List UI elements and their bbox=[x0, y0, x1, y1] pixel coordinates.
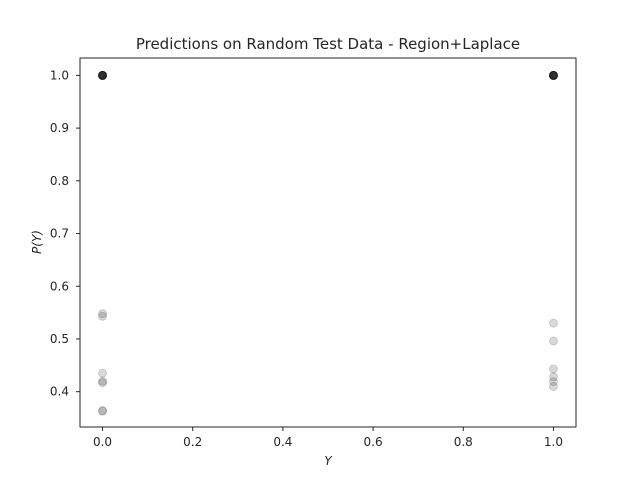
points-layer bbox=[98, 70, 558, 416]
y-tick-label-5: 0.9 bbox=[50, 121, 69, 135]
data-point-13 bbox=[98, 376, 108, 386]
data-point-23 bbox=[548, 70, 558, 80]
axes-layer: 0.0 0.2 0.4 0.6 0.8 1.0 0.4 0.5 0.6 0.7 0.8 0.9 1.0 bbox=[50, 68, 563, 449]
plot-frame bbox=[79, 57, 577, 428]
data-point-22 bbox=[548, 70, 558, 80]
data-point-4 bbox=[98, 70, 108, 80]
data-point-11 bbox=[98, 311, 108, 321]
data-point-15 bbox=[98, 406, 108, 416]
data-point-25 bbox=[548, 70, 558, 80]
data-point-24 bbox=[548, 70, 558, 80]
x-tick-label-3: 0.6 bbox=[364, 435, 383, 449]
data-point-3 bbox=[98, 70, 108, 80]
x-tick-label-2: 0.4 bbox=[273, 435, 292, 449]
x-tick-label-5: 1.0 bbox=[544, 435, 563, 449]
data-point-14 bbox=[98, 378, 108, 388]
y-tick-label-0: 0.4 bbox=[50, 385, 69, 399]
y-tick-label-2: 0.6 bbox=[50, 279, 69, 293]
data-point-18 bbox=[548, 70, 558, 80]
data-point-10 bbox=[98, 309, 108, 319]
data-point-16 bbox=[98, 406, 108, 416]
x-axis-label: Y bbox=[324, 454, 333, 468]
y-tick-label-4: 0.8 bbox=[50, 174, 69, 188]
chart-title: Predictions on Random Test Data - Region… bbox=[136, 35, 520, 53]
data-point-26 bbox=[548, 70, 558, 80]
data-point-21 bbox=[548, 70, 558, 80]
data-point-32 bbox=[548, 381, 558, 391]
data-point-20 bbox=[548, 70, 558, 80]
data-point-29 bbox=[548, 364, 558, 374]
data-point-28 bbox=[548, 336, 558, 346]
data-point-27 bbox=[548, 318, 558, 328]
data-point-9 bbox=[98, 70, 108, 80]
x-tick-label-0: 0.0 bbox=[93, 435, 112, 449]
data-point-8 bbox=[98, 70, 108, 80]
y-tick-label-1: 0.5 bbox=[50, 332, 69, 346]
x-tick-label-1: 0.2 bbox=[183, 435, 202, 449]
x-tick-label-4: 0.8 bbox=[454, 435, 473, 449]
data-point-19 bbox=[548, 70, 558, 80]
data-point-30 bbox=[548, 372, 558, 382]
data-point-0 bbox=[98, 70, 108, 80]
y-axis-label: P(Y) bbox=[30, 230, 44, 254]
data-point-2 bbox=[98, 70, 108, 80]
data-point-7 bbox=[98, 70, 108, 80]
data-point-1 bbox=[98, 70, 108, 80]
data-point-6 bbox=[98, 70, 108, 80]
data-point-17 bbox=[548, 70, 558, 80]
data-point-5 bbox=[98, 70, 108, 80]
data-point-31 bbox=[548, 377, 558, 387]
y-tick-label-3: 0.7 bbox=[50, 227, 69, 241]
data-point-12 bbox=[98, 368, 108, 378]
y-tick-label-6: 1.0 bbox=[50, 68, 69, 82]
